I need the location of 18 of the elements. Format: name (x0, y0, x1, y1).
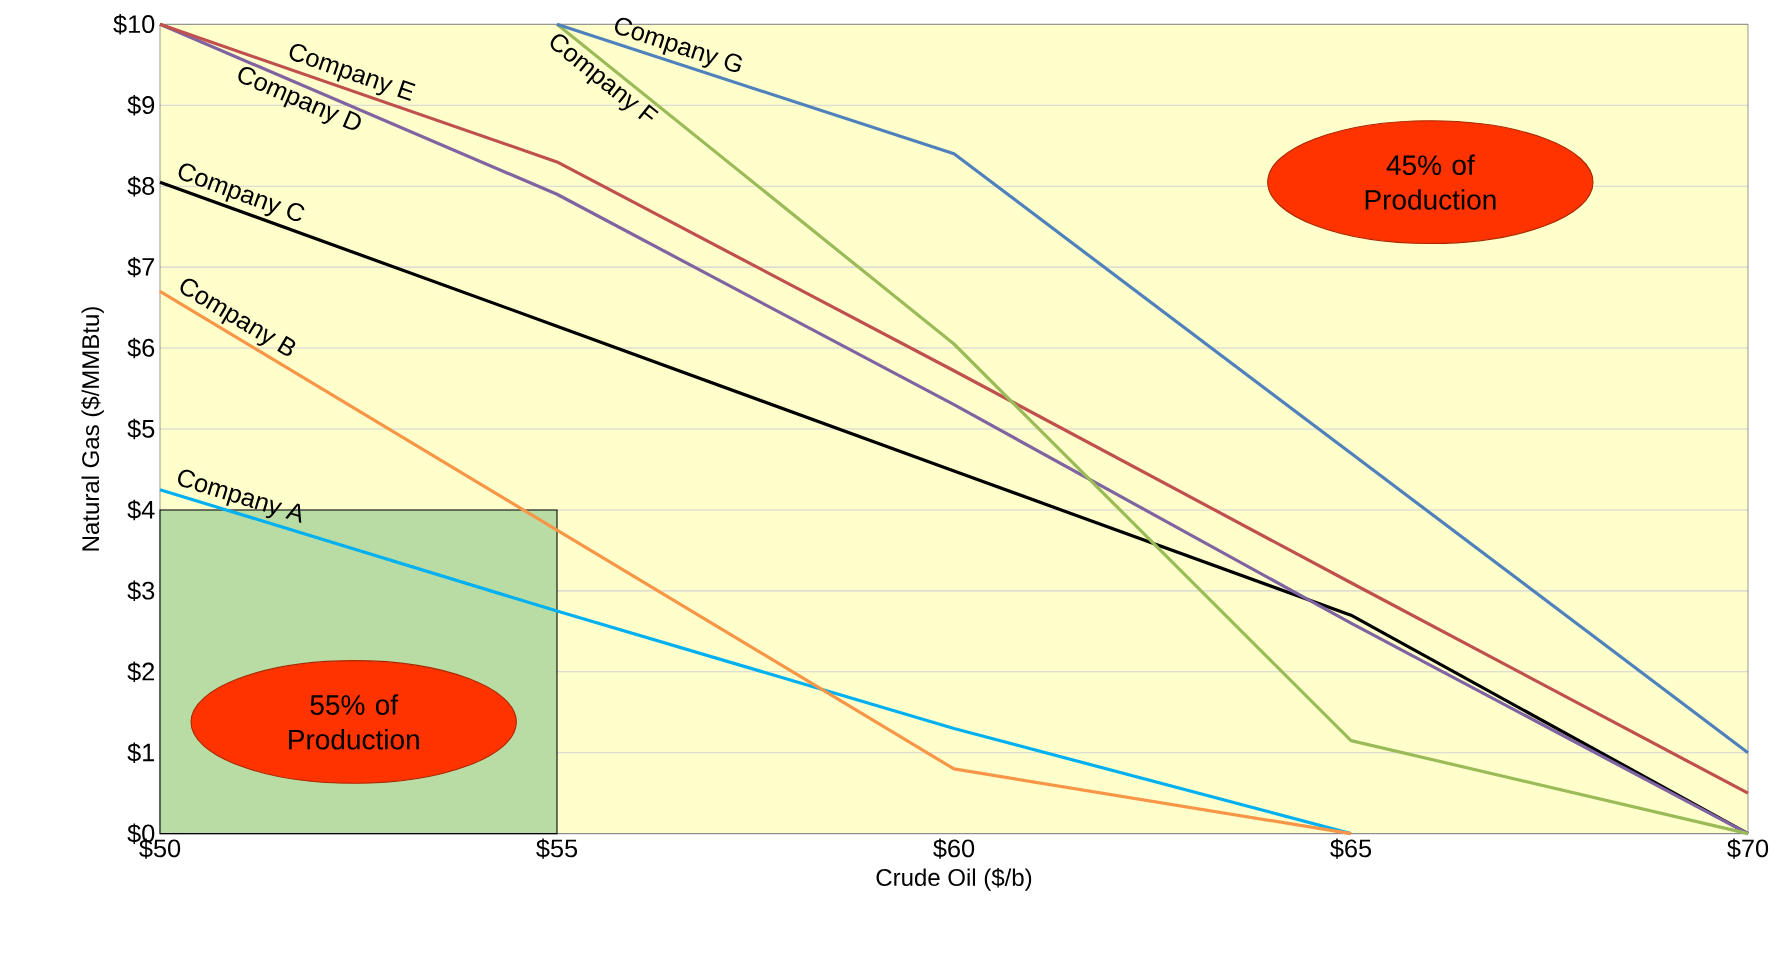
y-tick-label: $3 (127, 580, 155, 602)
x-axis-title: Crude Oil ($/b) (876, 868, 1032, 891)
x-tick-label: $70 (1727, 838, 1769, 859)
x-tick-label: $65 (1330, 838, 1372, 859)
y-tick-label: $5 (127, 418, 155, 440)
y-tick-label: $2 (127, 661, 155, 683)
x-tick-label: $55 (536, 838, 578, 859)
x-tick-label: $60 (933, 838, 975, 859)
annotation: 55% of Production (289, 694, 419, 750)
y-axis-title: Natural Gas ($/MMBtu) (81, 307, 104, 551)
annotation: 45% of Production (1365, 154, 1496, 210)
y-tick-label: $7 (127, 256, 155, 278)
y-tick-label: $6 (127, 337, 155, 359)
y-tick-label: $4 (127, 499, 155, 521)
y-tick-label: $1 (127, 742, 155, 763)
y-tick-label: $10 (113, 14, 155, 35)
y-tick-label: $8 (127, 175, 155, 197)
y-tick-label: $9 (127, 95, 155, 116)
